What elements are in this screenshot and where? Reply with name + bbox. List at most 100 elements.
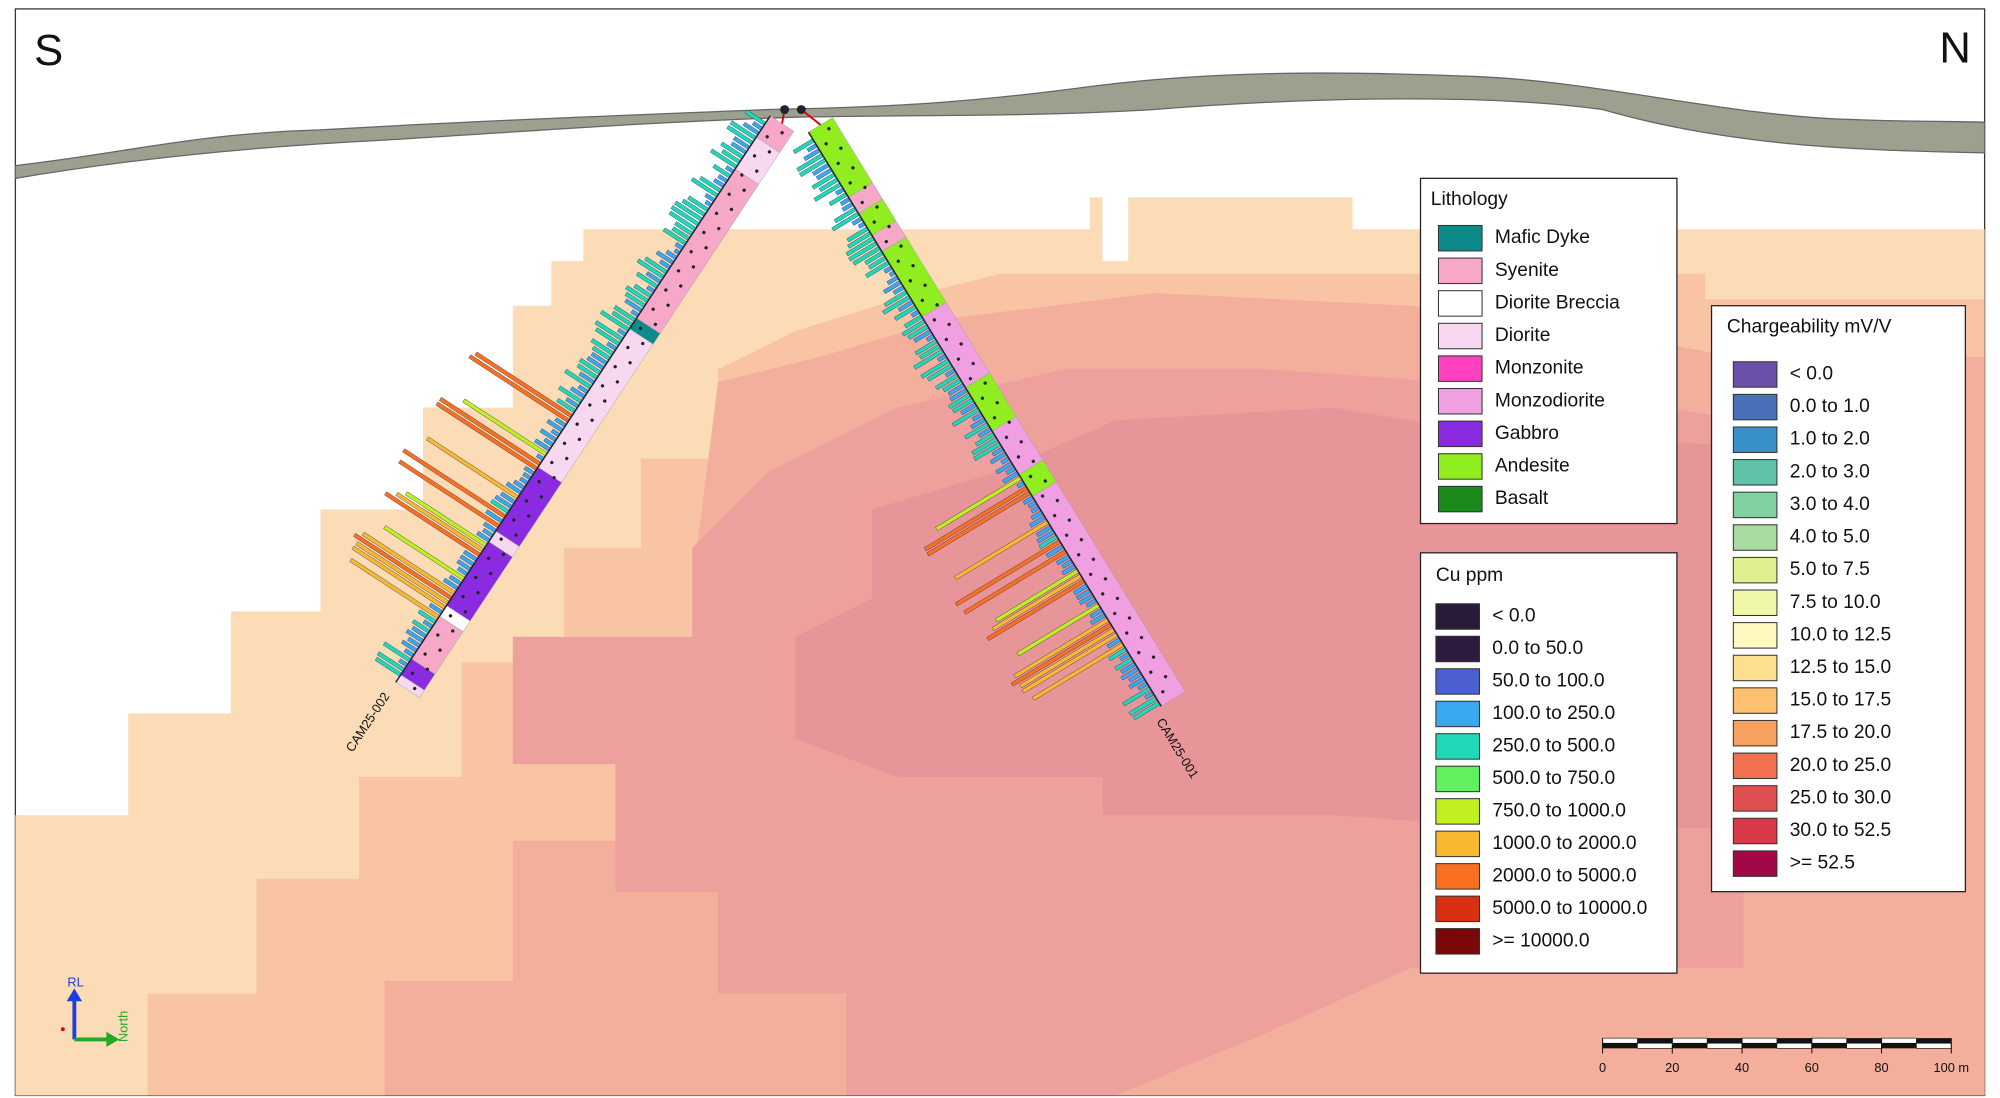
texture-dot [983, 381, 987, 385]
legend-swatch [1732, 654, 1778, 682]
legend-swatch [1732, 719, 1778, 747]
legend-swatch [1435, 798, 1481, 825]
texture-dot [1028, 474, 1033, 479]
scale-label: 40 [1735, 1060, 1749, 1075]
texture-dot [448, 614, 453, 618]
collar [796, 105, 806, 115]
legend-label: 750.0 to 1000.0 [1492, 800, 1626, 821]
legend-label: 25.0 to 30.0 [1790, 788, 1892, 809]
texture-dot [1163, 675, 1168, 679]
texture-dot [550, 460, 554, 465]
scale-segment [1881, 1043, 1917, 1049]
texture-dot [438, 648, 442, 652]
legend-label: 10.0 to 12.5 [1790, 624, 1892, 645]
texture-dot [1101, 592, 1105, 596]
texture-dot [714, 211, 719, 216]
legend-title: Chargeability mV/V [1727, 316, 1892, 337]
legend-label: 15.0 to 17.5 [1790, 690, 1892, 711]
scale-label: 0 [1599, 1060, 1606, 1075]
texture-dot [971, 361, 975, 366]
legends: Lithology Cu ppm Chargeability mV/V Mafi… [1419, 177, 1967, 974]
texture-dot [839, 146, 843, 150]
texture-dot [476, 591, 480, 595]
legend-swatch [1435, 668, 1481, 695]
texture-dot [539, 495, 544, 499]
texture-dot [1161, 690, 1165, 694]
texture-dot [923, 283, 927, 287]
texture-dot [628, 361, 632, 365]
legend-label: 5.0 to 7.5 [1790, 559, 1870, 580]
legend-swatch [1437, 387, 1483, 415]
legend-label: Diorite [1495, 325, 1551, 346]
scale-segment [1916, 1038, 1952, 1044]
texture-dot [992, 416, 997, 420]
texture-dot [689, 250, 693, 254]
legend-label: Syenite [1495, 260, 1559, 281]
texture-dot [413, 686, 417, 691]
texture-dot [423, 652, 427, 656]
drill-hole [349, 109, 795, 698]
texture-dot [848, 181, 852, 185]
legend-title: Cu ppm [1436, 565, 1503, 586]
texture-dot [1007, 420, 1011, 424]
legend-swatch [1732, 393, 1778, 421]
legend-label: < 0.0 [1790, 364, 1833, 385]
texture-dot [489, 571, 493, 576]
texture-dot [727, 192, 731, 196]
legend-label: 2.0 to 3.0 [1790, 461, 1870, 482]
legend-swatch [1437, 485, 1483, 513]
texture-dot [463, 610, 468, 614]
texture-dot [499, 537, 503, 541]
texture-dot [1115, 596, 1120, 601]
texture-dot [740, 173, 744, 177]
legend-swatch [1435, 863, 1481, 890]
legend-swatch [1437, 420, 1483, 448]
legend-label: < 0.0 [1492, 606, 1535, 627]
collar [780, 105, 790, 115]
texture-dot [1079, 538, 1084, 542]
texture-dot [755, 169, 759, 173]
texture-dot [1149, 670, 1153, 674]
texture-dot [887, 224, 891, 229]
legend-swatch [1732, 491, 1778, 519]
legend-swatch [1435, 928, 1481, 955]
texture-dot [512, 518, 516, 522]
texture-dot [1076, 553, 1081, 557]
texture-dot [851, 166, 855, 170]
texture-dot [956, 357, 961, 361]
origin-mark [60, 1027, 65, 1032]
legend-label: Andesite [1495, 456, 1570, 477]
texture-dot [501, 552, 506, 556]
texture-dot [615, 380, 620, 384]
legend-label: 1.0 to 2.0 [1790, 429, 1870, 450]
legend-label: >= 52.5 [1790, 853, 1855, 874]
legend-label: 17.5 to 20.0 [1790, 722, 1892, 743]
texture-dot [562, 441, 567, 446]
drill-holes [349, 109, 1186, 721]
axis-triad: RL North [60, 975, 131, 1048]
texture-dot [1016, 455, 1021, 459]
legend-label: Monzodiorite [1495, 390, 1605, 411]
texture-dot [474, 575, 478, 580]
texture-dot [641, 341, 645, 346]
texture-dot [410, 671, 415, 675]
legend-label: 0.0 to 50.0 [1492, 638, 1583, 659]
texture-dot [1052, 513, 1057, 518]
texture-dot [729, 207, 734, 212]
texture-dot [959, 342, 963, 346]
legend-label: 7.5 to 10.0 [1790, 592, 1881, 613]
texture-dot [827, 127, 831, 131]
up-label: RL [67, 975, 83, 990]
texture-dot [436, 633, 440, 637]
scale-segment [1916, 1042, 1952, 1049]
texture-dot [524, 499, 529, 503]
texture-dot [899, 244, 903, 248]
texture-dot [664, 288, 668, 292]
legend-swatch [1437, 224, 1483, 252]
texture-dot [1113, 611, 1117, 616]
legend-title: Lithology [1431, 189, 1508, 210]
legend-swatch [1732, 785, 1778, 812]
scale-segment [1776, 1042, 1813, 1049]
legend-label: 4.0 to 5.0 [1790, 527, 1870, 548]
texture-dot [613, 365, 617, 369]
